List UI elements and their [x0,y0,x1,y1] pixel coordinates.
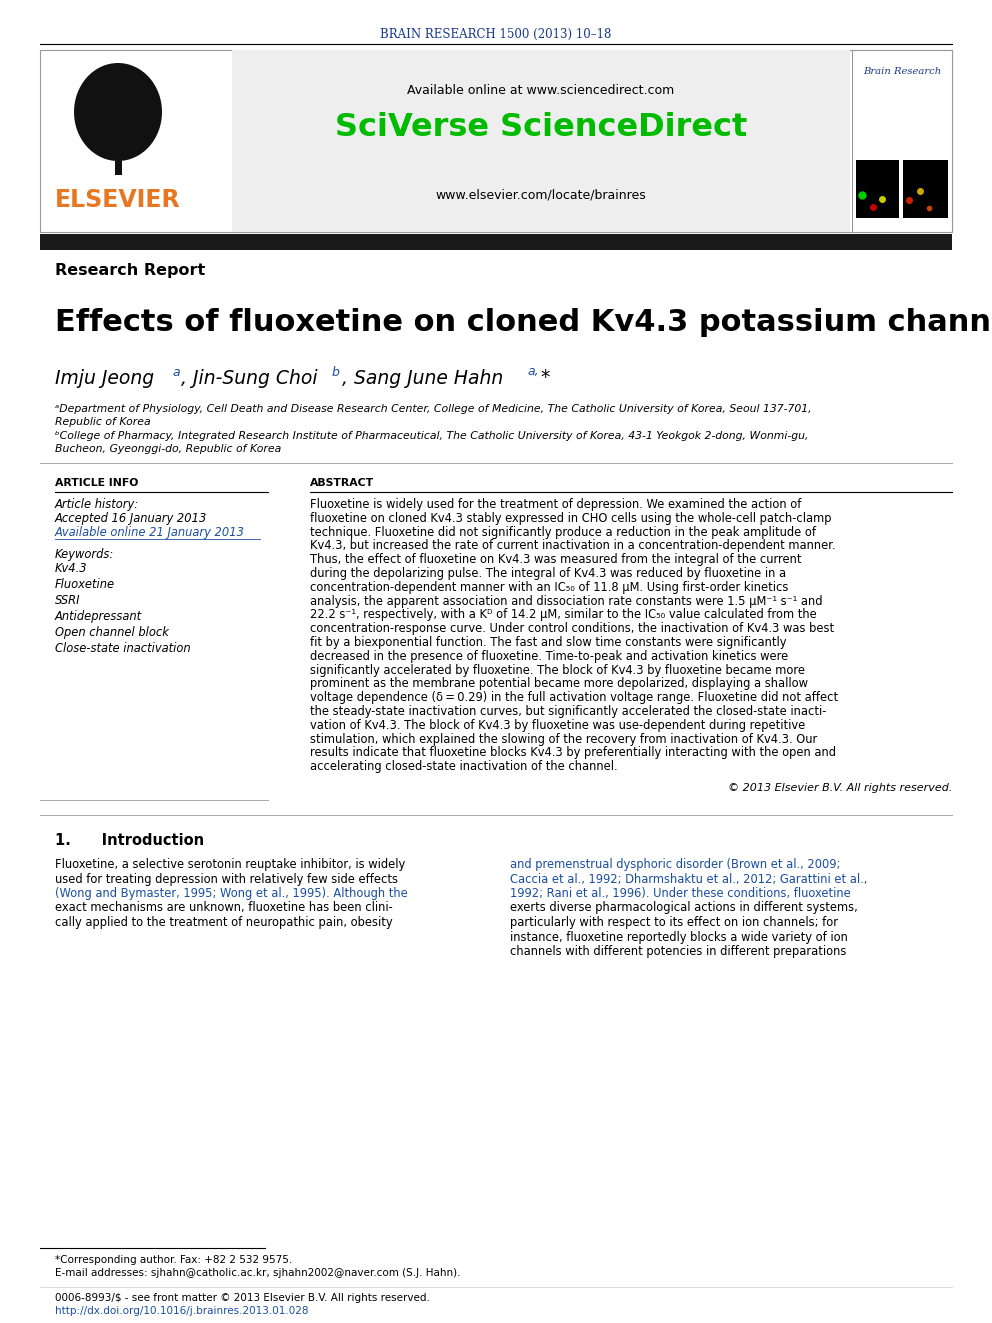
Text: (Wong and Bymaster, 1995; Wong et al., 1995). Although the: (Wong and Bymaster, 1995; Wong et al., 1… [55,886,408,900]
Text: *Corresponding author. Fax: +82 2 532 9575.: *Corresponding author. Fax: +82 2 532 95… [55,1256,293,1265]
Text: results indicate that fluoxetine blocks Kv4.3 by preferentially interacting with: results indicate that fluoxetine blocks … [310,746,836,759]
Text: , Jin-Sung Choi: , Jin-Sung Choi [181,369,317,388]
Text: used for treating depression with relatively few side effects: used for treating depression with relati… [55,872,398,885]
Text: a,: a, [527,365,539,378]
Text: Brain Research: Brain Research [863,67,941,77]
Bar [856,160,899,218]
Text: Thus, the effect of fluoxetine on Kv4.3 was measured from the integral of the cu: Thus, the effect of fluoxetine on Kv4.3 … [310,553,802,566]
Text: fluoxetine on cloned Kv4.3 stably expressed in CHO cells using the whole-cell pa: fluoxetine on cloned Kv4.3 stably expres… [310,512,831,525]
Text: © 2013 Elsevier B.V. All rights reserved.: © 2013 Elsevier B.V. All rights reserved… [727,783,952,792]
Text: Fluoxetine: Fluoxetine [55,578,115,591]
Text: Fluoxetine, a selective serotonin reuptake inhibitor, is widely: Fluoxetine, a selective serotonin reupta… [55,859,406,871]
Text: exerts diverse pharmacological actions in different systems,: exerts diverse pharmacological actions i… [510,901,858,914]
Text: http://dx.doi.org/10.1016/j.brainres.2013.01.028: http://dx.doi.org/10.1016/j.brainres.201… [55,1306,309,1316]
Text: vation of Kv4.3. The block of Kv4.3 by fluoxetine was use-dependent during repet: vation of Kv4.3. The block of Kv4.3 by f… [310,718,806,732]
Text: during the depolarizing pulse. The integral of Kv4.3 was reduced by fluoxetine i: during the depolarizing pulse. The integ… [310,568,786,579]
Bar [115,138,122,175]
Text: Available online at www.sciencedirect.com: Available online at www.sciencedirect.co… [408,83,675,97]
Text: www.elsevier.com/locate/brainres: www.elsevier.com/locate/brainres [435,188,647,201]
Text: SSRI: SSRI [55,594,80,607]
Text: Open channel block: Open channel block [55,626,169,639]
Text: Caccia et al., 1992; Dharmshaktu et al., 2012; Garattini et al.,: Caccia et al., 1992; Dharmshaktu et al.,… [510,872,867,885]
Text: particularly with respect to its effect on ion channels; for: particularly with respect to its effect … [510,916,838,929]
Ellipse shape [74,64,162,161]
Text: accelerating closed-state inactivation of the channel.: accelerating closed-state inactivation o… [310,761,618,773]
Text: *: * [540,369,550,388]
Text: BRAIN RESEARCH 1500 (2013) 10–18: BRAIN RESEARCH 1500 (2013) 10–18 [380,28,612,41]
Text: Imju Jeong: Imju Jeong [55,369,154,388]
Text: 1.      Introduction: 1. Introduction [55,833,204,848]
Text: Research Report: Research Report [55,263,205,279]
Text: b: b [332,365,340,378]
Text: 0006-8993/$ - see front matter © 2013 Elsevier B.V. All rights reserved.: 0006-8993/$ - see front matter © 2013 El… [55,1293,430,1303]
Bar [852,50,952,232]
Text: fit by a biexponential function. The fast and slow time constants were significa: fit by a biexponential function. The fas… [310,636,787,650]
Text: 22.2 s⁻¹, respectively, with a Kᴰ of 14.2 μM, similar to the IC₅₀ value calculat: 22.2 s⁻¹, respectively, with a Kᴰ of 14.… [310,609,816,622]
Text: cally applied to the treatment of neuropathic pain, obesity: cally applied to the treatment of neurop… [55,916,393,929]
Text: SciVerse ScienceDirect: SciVerse ScienceDirect [335,112,747,143]
Text: ELSEVIER: ELSEVIER [56,188,181,212]
Text: Close-state inactivation: Close-state inactivation [55,642,190,655]
Text: Republic of Korea: Republic of Korea [55,417,151,427]
Text: ARTICLE INFO: ARTICLE INFO [55,478,138,488]
Bar [232,50,850,232]
Text: concentration-response curve. Under control conditions, the inactivation of Kv4.: concentration-response curve. Under cont… [310,622,834,635]
Text: stimulation, which explained the slowing of the recovery from inactivation of Kv: stimulation, which explained the slowing… [310,733,817,746]
Text: the steady-state inactivation curves, but significantly accelerated the closed-s: the steady-state inactivation curves, bu… [310,705,826,718]
Text: ABSTRACT: ABSTRACT [310,478,374,488]
Text: prominent as the membrane potential became more depolarized, displaying a shallo: prominent as the membrane potential beca… [310,677,808,691]
Text: a: a [172,365,180,378]
Text: Kv4.3, but increased the rate of current inactivation in a concentration-depende: Kv4.3, but increased the rate of current… [310,540,835,553]
Text: Article history:: Article history: [55,497,139,511]
Text: analysis, the apparent association and dissociation rate constants were 1.5 μM⁻¹: analysis, the apparent association and d… [310,594,822,607]
Text: Keywords:: Keywords: [55,548,114,561]
Text: E-mail addresses: sjhahn@catholic.ac.kr, sjhahn2002@naver.com (S.J. Hahn).: E-mail addresses: sjhahn@catholic.ac.kr,… [55,1267,460,1278]
Text: and premenstrual dysphoric disorder (Brown et al., 2009;: and premenstrual dysphoric disorder (Bro… [510,859,840,871]
Bar [903,160,948,218]
Text: Bucheon, Gyeonggi-do, Republic of Korea: Bucheon, Gyeonggi-do, Republic of Korea [55,445,282,454]
Text: Kv4.3: Kv4.3 [55,562,87,576]
Text: voltage dependence (δ = 0.29) in the full activation voltage range. Fluoxetine d: voltage dependence (δ = 0.29) in the ful… [310,691,838,704]
Text: decreased in the presence of fluoxetine. Time-to-peak and activation kinetics we: decreased in the presence of fluoxetine.… [310,650,789,663]
Text: Fluoxetine is widely used for the treatment of depression. We examined the actio: Fluoxetine is widely used for the treatm… [310,497,802,511]
Text: instance, fluoxetine reportedly blocks a wide variety of ion: instance, fluoxetine reportedly blocks a… [510,930,848,943]
Text: ᵇCollege of Pharmacy, Integrated Research Institute of Pharmaceutical, The Catho: ᵇCollege of Pharmacy, Integrated Researc… [55,431,808,441]
Text: Effects of fluoxetine on cloned Kv4.3 potassium channels: Effects of fluoxetine on cloned Kv4.3 po… [55,308,992,337]
Text: concentration-dependent manner with an IC₅₀ of 11.8 μM. Using first-order kineti: concentration-dependent manner with an I… [310,581,789,594]
Text: exact mechanisms are unknown, fluoxetine has been clini-: exact mechanisms are unknown, fluoxetine… [55,901,393,914]
Text: Available online 21 January 2013: Available online 21 January 2013 [55,527,245,538]
Text: Antidepressant: Antidepressant [55,610,142,623]
Text: , Sang June Hahn: , Sang June Hahn [342,369,503,388]
Text: significantly accelerated by fluoxetine. The block of Kv4.3 by fluoxetine became: significantly accelerated by fluoxetine.… [310,664,805,676]
Text: Accepted 16 January 2013: Accepted 16 January 2013 [55,512,207,525]
Bar [40,50,952,232]
Text: channels with different potencies in different preparations: channels with different potencies in dif… [510,945,846,958]
Text: 1992; Rani et al., 1996). Under these conditions, fluoxetine: 1992; Rani et al., 1996). Under these co… [510,886,851,900]
Bar [40,234,952,250]
Text: ᵃDepartment of Physiology, Cell Death and Disease Research Center, College of Me: ᵃDepartment of Physiology, Cell Death an… [55,404,811,414]
Text: technique. Fluoxetine did not significantly produce a reduction in the peak ampl: technique. Fluoxetine did not significan… [310,525,816,538]
